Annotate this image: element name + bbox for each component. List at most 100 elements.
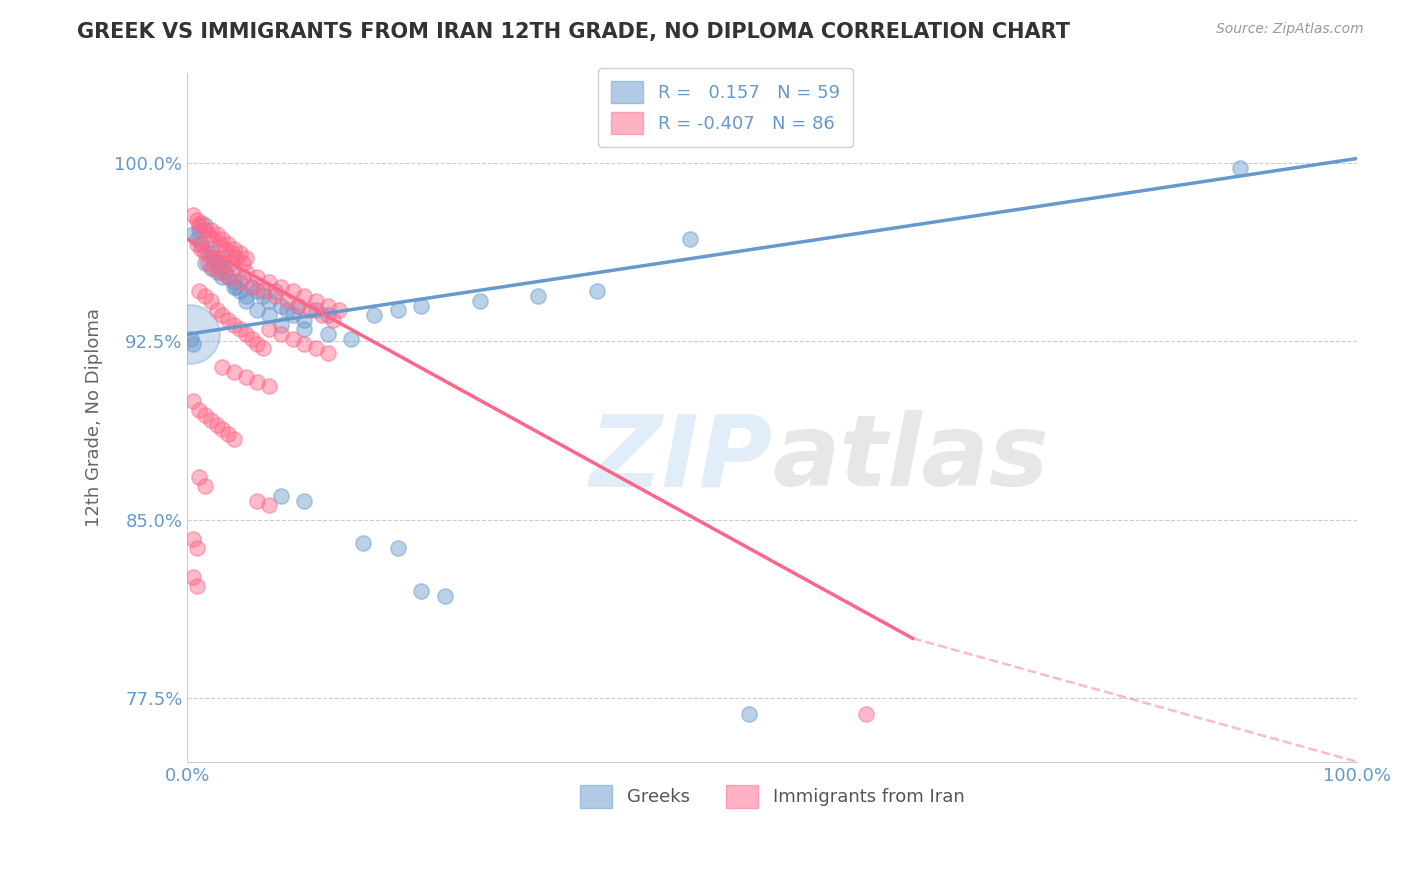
Legend: Greeks, Immigrants from Iran: Greeks, Immigrants from Iran: [572, 778, 972, 814]
Point: [179, 327, 201, 342]
Point: [200, 293, 222, 308]
Point: [246, 493, 269, 508]
Point: [205, 265, 228, 279]
Point: [305, 303, 328, 318]
Point: [585, 285, 607, 299]
Text: Source: ZipAtlas.com: Source: ZipAtlas.com: [1216, 22, 1364, 37]
Point: [292, 336, 315, 351]
Point: [527, 289, 550, 303]
Point: [225, 252, 247, 266]
Point: [292, 313, 315, 327]
Point: [235, 293, 257, 308]
Point: [217, 270, 239, 285]
Point: [229, 285, 252, 299]
Point: [468, 293, 491, 308]
Point: [188, 469, 211, 483]
Point: [235, 327, 257, 342]
Point: [217, 237, 239, 252]
Point: [292, 493, 315, 508]
Point: [316, 299, 339, 313]
Point: [211, 270, 233, 285]
Point: [200, 242, 222, 256]
Point: [240, 332, 263, 346]
Point: [194, 256, 217, 270]
Point: [257, 308, 280, 322]
Point: [235, 370, 257, 384]
Point: [1229, 161, 1251, 175]
Point: [363, 308, 385, 322]
Point: [205, 256, 228, 270]
Point: [181, 227, 204, 242]
Point: [299, 303, 322, 318]
Point: [194, 218, 217, 232]
Point: [281, 308, 304, 322]
Point: [211, 422, 233, 436]
Point: [387, 303, 409, 318]
Point: [190, 237, 212, 252]
Point: [316, 327, 339, 342]
Point: [276, 293, 298, 308]
Point: [211, 232, 233, 246]
Point: [181, 209, 204, 223]
Point: [197, 246, 219, 260]
Point: [232, 270, 254, 285]
Point: [200, 413, 222, 427]
Point: [235, 265, 257, 279]
Point: [229, 275, 252, 289]
Point: [305, 293, 328, 308]
Point: [232, 256, 254, 270]
Point: [433, 589, 456, 603]
Point: [222, 279, 245, 293]
Point: [194, 223, 217, 237]
Point: [270, 489, 292, 503]
Point: [235, 289, 257, 303]
Point: [194, 246, 217, 260]
Point: [229, 322, 252, 336]
Point: [281, 332, 304, 346]
Point: [181, 532, 204, 546]
Point: [194, 479, 217, 493]
Point: [322, 313, 344, 327]
Point: [352, 536, 374, 550]
Point: [287, 299, 309, 313]
Point: [235, 252, 257, 266]
Point: [217, 427, 239, 442]
Point: [270, 279, 292, 293]
Point: [214, 242, 236, 256]
Point: [316, 308, 339, 322]
Point: [186, 579, 208, 593]
Point: [201, 260, 224, 275]
Point: [257, 379, 280, 393]
Point: [200, 223, 222, 237]
Point: [221, 246, 243, 260]
Point: [246, 336, 269, 351]
Point: [190, 242, 212, 256]
Point: [211, 360, 233, 375]
Point: [252, 289, 274, 303]
Point: [205, 417, 228, 432]
Point: [188, 403, 211, 417]
Point: [264, 289, 287, 303]
Point: [305, 342, 328, 356]
Point: [257, 275, 280, 289]
Point: [188, 223, 211, 237]
Point: [180, 332, 202, 346]
Point: [246, 270, 269, 285]
Point: [222, 260, 245, 275]
Point: [222, 365, 245, 379]
Point: [181, 569, 204, 583]
Point: [225, 279, 247, 293]
Point: [222, 275, 245, 289]
Point: [205, 227, 228, 242]
Point: [340, 332, 363, 346]
Point: [186, 237, 208, 252]
Point: [201, 252, 224, 266]
Text: ZIP: ZIP: [589, 410, 772, 508]
Point: [208, 260, 231, 275]
Point: [211, 252, 233, 266]
Point: [208, 265, 231, 279]
Point: [281, 285, 304, 299]
Point: [328, 303, 350, 318]
Point: [264, 285, 287, 299]
Point: [181, 393, 204, 408]
